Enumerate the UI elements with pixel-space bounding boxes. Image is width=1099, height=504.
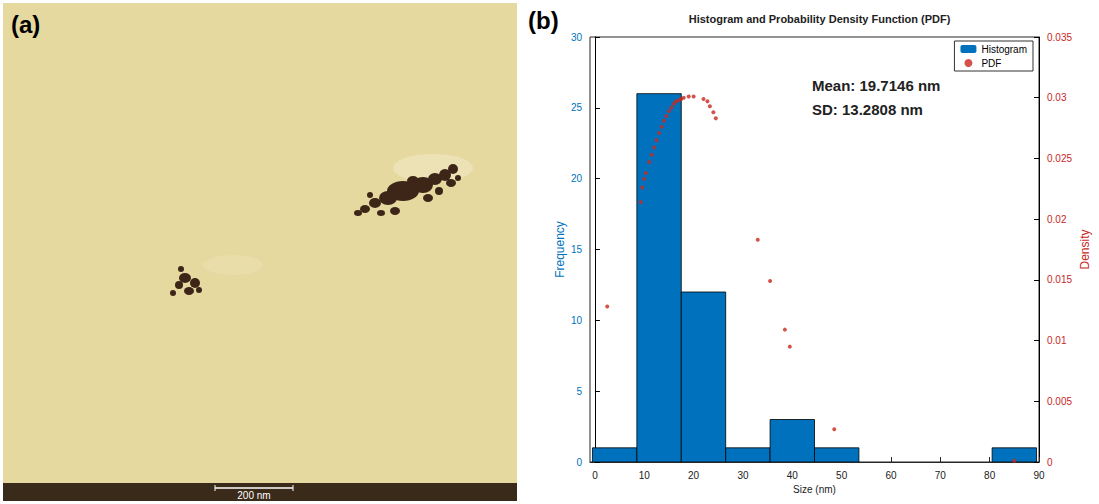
svg-text:Frequency: Frequency: [553, 221, 567, 278]
svg-text:0.02: 0.02: [1047, 214, 1067, 225]
svg-text:5: 5: [576, 386, 582, 397]
svg-text:0.03: 0.03: [1047, 92, 1067, 103]
svg-text:Mean: 19.7146 nm: Mean: 19.7146 nm: [812, 77, 940, 94]
svg-text:0: 0: [576, 457, 582, 468]
svg-text:30: 30: [571, 32, 583, 43]
svg-text:0.01: 0.01: [1047, 335, 1067, 346]
svg-text:60: 60: [885, 470, 897, 481]
svg-text:(b): (b): [528, 7, 559, 34]
svg-text:0.005: 0.005: [1047, 396, 1072, 407]
svg-text:Size (nm): Size (nm): [793, 484, 836, 495]
svg-text:SD: 13.2808 nm: SD: 13.2808 nm: [812, 101, 923, 118]
svg-text:50: 50: [836, 470, 848, 481]
svg-text:Histogram: Histogram: [981, 44, 1027, 55]
svg-text:90: 90: [1033, 470, 1045, 481]
svg-text:80: 80: [984, 470, 996, 481]
svg-text:15: 15: [571, 244, 583, 255]
svg-text:20: 20: [688, 470, 700, 481]
svg-text:40: 40: [787, 470, 799, 481]
svg-text:0: 0: [592, 470, 598, 481]
svg-text:PDF: PDF: [981, 58, 1001, 69]
svg-text:25: 25: [571, 102, 583, 113]
svg-text:0.015: 0.015: [1047, 274, 1072, 285]
svg-text:20: 20: [571, 173, 583, 184]
svg-text:0.025: 0.025: [1047, 153, 1072, 164]
svg-text:Histogram and Probability Dens: Histogram and Probability Density Functi…: [689, 13, 951, 25]
svg-text:0: 0: [1047, 457, 1053, 468]
svg-text:10: 10: [571, 315, 583, 326]
svg-text:10: 10: [639, 470, 651, 481]
svg-text:0.035: 0.035: [1047, 32, 1072, 43]
svg-text:(a): (a): [11, 11, 40, 38]
svg-text:70: 70: [935, 470, 947, 481]
svg-text:30: 30: [737, 470, 749, 481]
svg-text:200 nm: 200 nm: [237, 490, 270, 501]
svg-text:Density: Density: [1078, 229, 1092, 269]
